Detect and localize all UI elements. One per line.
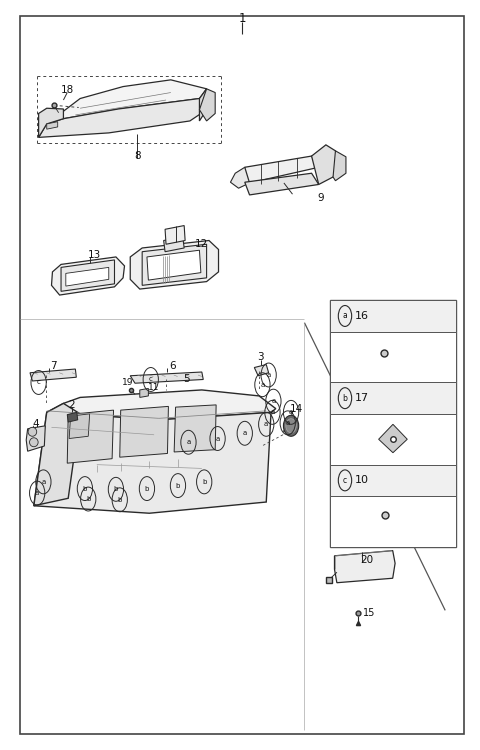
Text: 10: 10: [355, 476, 369, 485]
Text: a: a: [271, 398, 276, 404]
Polygon shape: [26, 426, 45, 451]
Polygon shape: [165, 226, 185, 245]
Text: 4: 4: [33, 419, 39, 428]
Text: c: c: [149, 376, 153, 382]
Text: 13: 13: [88, 250, 101, 259]
Polygon shape: [130, 372, 203, 383]
Text: 18: 18: [60, 86, 74, 95]
Text: 9: 9: [318, 193, 324, 203]
FancyBboxPatch shape: [21, 16, 464, 734]
Ellipse shape: [283, 416, 299, 436]
Text: 12: 12: [195, 239, 208, 249]
Text: a: a: [243, 430, 247, 436]
Text: c: c: [343, 476, 347, 484]
Text: a: a: [186, 440, 191, 446]
Polygon shape: [199, 88, 206, 121]
FancyBboxPatch shape: [330, 414, 456, 465]
Text: c: c: [36, 380, 40, 386]
Text: 15: 15: [363, 608, 375, 617]
Polygon shape: [333, 151, 346, 181]
Polygon shape: [51, 257, 124, 295]
Text: 6: 6: [169, 361, 176, 371]
Polygon shape: [38, 108, 63, 137]
Text: 11: 11: [148, 383, 160, 392]
Polygon shape: [174, 405, 216, 452]
Text: a: a: [289, 410, 293, 416]
Polygon shape: [38, 98, 206, 137]
Text: 8: 8: [134, 151, 141, 161]
Text: b: b: [343, 394, 348, 403]
Ellipse shape: [28, 427, 36, 436]
Text: b: b: [202, 478, 206, 484]
FancyBboxPatch shape: [330, 332, 456, 382]
Polygon shape: [67, 413, 78, 422]
Polygon shape: [61, 260, 115, 291]
Text: a: a: [270, 410, 275, 416]
Text: a: a: [216, 436, 220, 442]
FancyBboxPatch shape: [330, 465, 456, 496]
Polygon shape: [66, 268, 109, 286]
FancyBboxPatch shape: [330, 496, 456, 547]
Polygon shape: [199, 88, 215, 121]
Text: 20: 20: [360, 555, 373, 566]
Text: a: a: [260, 382, 264, 388]
Polygon shape: [312, 145, 340, 184]
Polygon shape: [67, 410, 114, 464]
Polygon shape: [34, 404, 80, 506]
Text: a: a: [264, 422, 268, 428]
Polygon shape: [30, 369, 76, 381]
Text: 16: 16: [355, 311, 369, 321]
Polygon shape: [379, 424, 407, 453]
Text: 19: 19: [122, 378, 133, 387]
Polygon shape: [47, 80, 206, 124]
Text: a: a: [286, 420, 290, 426]
Text: 5: 5: [183, 374, 190, 385]
Ellipse shape: [286, 419, 296, 433]
Text: 2: 2: [69, 400, 75, 410]
Text: 14: 14: [290, 404, 303, 414]
Text: b: b: [145, 485, 149, 491]
Text: b: b: [114, 486, 118, 492]
Polygon shape: [245, 156, 319, 183]
Polygon shape: [245, 173, 319, 195]
Polygon shape: [47, 390, 276, 420]
Text: a: a: [343, 311, 348, 320]
FancyBboxPatch shape: [330, 382, 456, 414]
Text: 7: 7: [49, 361, 56, 371]
Polygon shape: [130, 241, 218, 289]
FancyBboxPatch shape: [330, 300, 456, 547]
Polygon shape: [120, 406, 168, 457]
Ellipse shape: [30, 438, 38, 447]
Text: a: a: [35, 490, 39, 496]
Text: a: a: [266, 372, 271, 378]
Text: 1: 1: [239, 12, 246, 25]
Text: 3: 3: [257, 352, 264, 362]
Text: b: b: [83, 485, 87, 491]
Polygon shape: [230, 167, 253, 188]
Polygon shape: [34, 413, 271, 513]
Polygon shape: [47, 122, 58, 129]
Polygon shape: [147, 251, 201, 280]
Text: b: b: [176, 482, 180, 488]
Polygon shape: [335, 550, 395, 583]
Polygon shape: [164, 237, 184, 252]
Text: b: b: [118, 496, 122, 502]
Polygon shape: [69, 414, 90, 439]
Text: b: b: [86, 496, 90, 502]
Polygon shape: [142, 244, 206, 285]
FancyBboxPatch shape: [330, 300, 456, 332]
Text: 17: 17: [355, 393, 369, 404]
Text: a: a: [41, 478, 46, 484]
Polygon shape: [140, 388, 148, 398]
Polygon shape: [254, 364, 269, 376]
